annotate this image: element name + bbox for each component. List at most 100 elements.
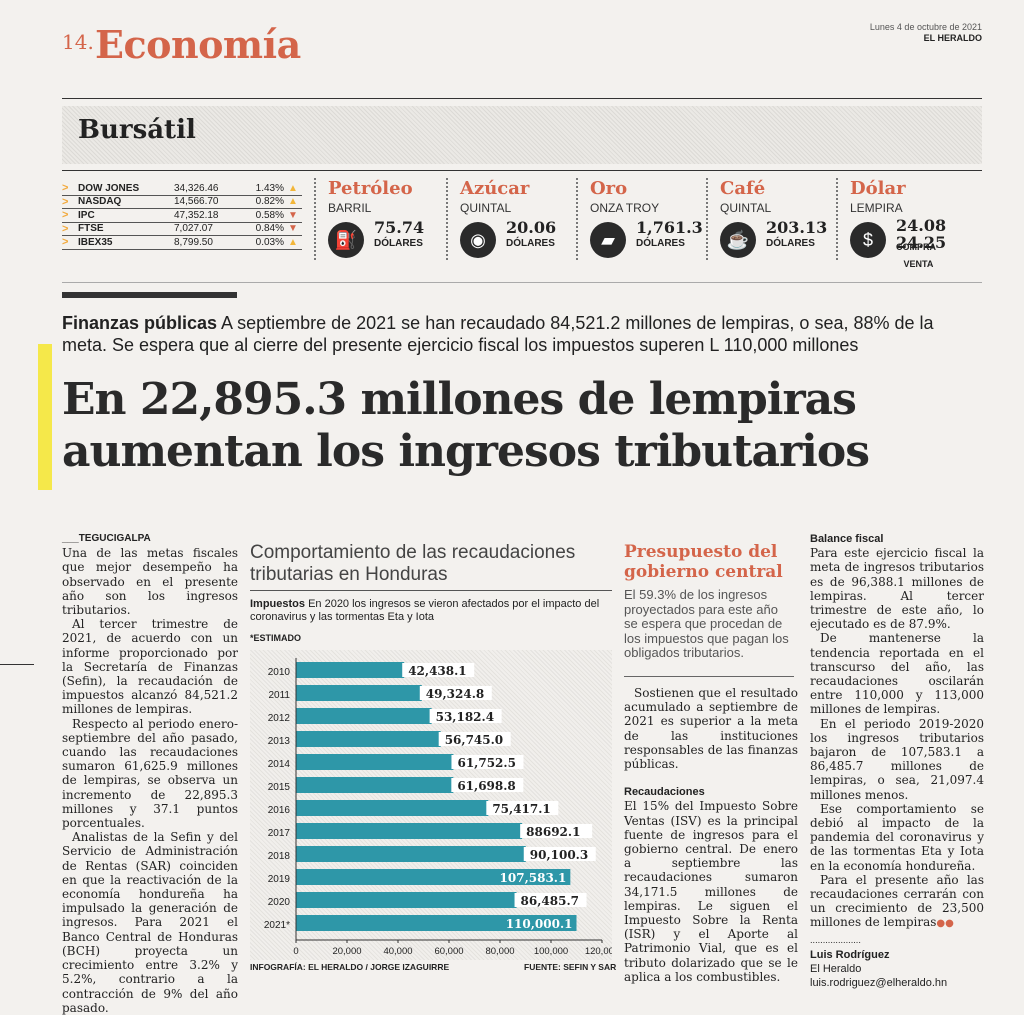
divider bbox=[62, 282, 982, 283]
commodity-currency: DÓLARES bbox=[374, 238, 423, 249]
exchange-buy: 24.08 COMPRA bbox=[896, 216, 966, 254]
index-change: 0.03% bbox=[255, 236, 284, 248]
y-tick-label: 2010 bbox=[268, 667, 291, 678]
bar bbox=[296, 731, 441, 747]
index-change: 0.82% bbox=[255, 196, 284, 208]
data-label: 88692.1 bbox=[526, 825, 580, 839]
paragraph: El 15% del Impuesto Sobre Ventas (ISV) e… bbox=[624, 799, 798, 984]
chart-subtitle-text: En 2020 los ingresos se vieron afectados… bbox=[250, 598, 600, 623]
index-row: > FTSE 7,027.07 0.84% ▼ bbox=[62, 223, 302, 236]
index-value: 47,352.18 bbox=[174, 209, 219, 221]
commodity-price: 20.06 bbox=[506, 218, 557, 237]
y-tick-label: 2019 bbox=[268, 874, 291, 885]
end-mark: ●● bbox=[936, 918, 954, 930]
subhead-balance-fiscal: Balance fiscal bbox=[810, 533, 884, 545]
sell-label: VENTA bbox=[896, 259, 934, 269]
commodity-name: Azúcar bbox=[460, 178, 530, 199]
data-label: 61,698.8 bbox=[457, 779, 515, 793]
article-headline: En 22,895.3 millones de lempiras aumenta… bbox=[62, 374, 870, 477]
index-value: 14,566.70 bbox=[174, 196, 219, 208]
chart-subtitle-label: Impuestos bbox=[250, 598, 306, 610]
triangle-up-icon: ▲ bbox=[288, 196, 298, 208]
index-value: 8,799.50 bbox=[174, 236, 213, 248]
data-label: 110,000.1 bbox=[506, 917, 573, 931]
paragraph: De mantenerse la tendencia reportada en … bbox=[810, 631, 984, 717]
commodity-price: 203.13 bbox=[766, 218, 828, 237]
triangle-down-icon: ▼ bbox=[288, 209, 298, 221]
paragraph: Para el presente año las recaudaciones c… bbox=[810, 872, 984, 930]
index-name: IPC bbox=[78, 209, 95, 221]
commodity-1: Petróleo BARRIL ⛽ 75.74 DÓLARES bbox=[314, 178, 444, 260]
commodity-name: Oro bbox=[590, 178, 628, 199]
stock-index-table: > DOW JONES 34,326.46 1.43% ▲ > NASDAQ 14,566.7… bbox=[62, 182, 302, 250]
article-column-4: Balance fiscal Para este ejercicio fisca… bbox=[810, 532, 984, 991]
data-label-bg bbox=[523, 847, 596, 861]
article-column-1: ___TEGUCIGALPA Una de las metas fiscales… bbox=[62, 532, 238, 1015]
data-label-bg bbox=[438, 732, 511, 746]
data-label: 49,324.8 bbox=[426, 687, 484, 701]
oil-can-icon: ⛽ bbox=[328, 222, 364, 258]
bar bbox=[296, 754, 454, 770]
commodity-unit: ONZA TROY bbox=[590, 201, 660, 215]
data-label-bg bbox=[429, 709, 502, 723]
sell-rate: 24.25 bbox=[896, 233, 947, 252]
triangle-up-icon: ▲ bbox=[288, 236, 298, 248]
commodity-name: Petróleo bbox=[328, 178, 413, 199]
x-tick-label: 20,000 bbox=[332, 946, 361, 957]
data-label: 86,485.7 bbox=[521, 894, 579, 908]
x-tick-label: 80,000 bbox=[485, 946, 514, 957]
author-email[interactable]: luis.rodriguez@elheraldo.hn bbox=[810, 977, 948, 990]
y-tick-label: 2015 bbox=[268, 782, 291, 793]
bursatil-band bbox=[62, 106, 982, 164]
data-label: 56,745.0 bbox=[445, 733, 503, 747]
bullet-arrow-icon: > bbox=[62, 209, 69, 222]
x-tick-label: 100,000 bbox=[534, 946, 568, 957]
section-number: 14. bbox=[62, 30, 94, 54]
exchange-sell: 24.25 VENTA bbox=[896, 233, 966, 271]
bullet-arrow-icon: > bbox=[62, 182, 69, 195]
data-label-bg bbox=[486, 801, 559, 815]
newspaper-name: EL HERALDO bbox=[923, 33, 982, 43]
coffee-beans-icon: ☕ bbox=[720, 222, 756, 258]
sidebar-text: El 59.3% de los ingresos proyectados par… bbox=[624, 587, 789, 660]
index-row: > NASDAQ 14,566.70 0.82% ▲ bbox=[62, 196, 302, 209]
commodity-price: 75.74 bbox=[374, 218, 425, 237]
commodity-name: Café bbox=[720, 178, 766, 199]
chart-subtitle: Impuestos En 2020 los ingresos se vieron… bbox=[250, 598, 612, 624]
x-tick-label: 60,000 bbox=[434, 946, 463, 957]
paragraph: Ese comportamiento se debió al impacto d… bbox=[810, 801, 984, 873]
author-outlet: El Heraldo bbox=[810, 963, 862, 976]
paragraph: En el periodo 2019-2020 los ingresos tri… bbox=[810, 716, 984, 802]
index-value: 34,326.46 bbox=[174, 182, 219, 194]
y-tick-label: 2021* bbox=[264, 920, 290, 931]
section-bar bbox=[62, 292, 237, 298]
divider bbox=[62, 98, 982, 99]
index-name: IBEX35 bbox=[78, 236, 113, 248]
data-label-bg bbox=[451, 755, 524, 769]
paragraph: Respecto al periodo enero-septiembre del… bbox=[62, 716, 238, 831]
paragraph: Analistas de la Sefin y del Servicio de … bbox=[62, 830, 238, 1015]
index-change: 0.84% bbox=[255, 223, 284, 235]
bar bbox=[296, 777, 454, 793]
commodity-5: Dólar LEMPIRA $24.08 COMPRA 24.25 VENTA bbox=[836, 178, 966, 269]
kicker-text: A septiembre de 2021 se han recaudado 84… bbox=[62, 313, 934, 355]
subhead-recaudaciones: Recaudaciones bbox=[624, 786, 705, 799]
commodity-currency: DÓLARES bbox=[766, 238, 815, 249]
paragraph: Una de las metas fiscales que mejor dese… bbox=[62, 546, 238, 618]
tax-revenue-bar-chart: 2010 42,438.1 2011 49,324.8 2012 53,182.4 2013… bbox=[264, 658, 612, 957]
index-name: NASDAQ bbox=[78, 196, 122, 208]
highlight-mark bbox=[38, 344, 52, 490]
y-tick-label: 2012 bbox=[268, 713, 291, 724]
triangle-down-icon: ▼ bbox=[288, 223, 298, 235]
data-label-bg bbox=[514, 893, 587, 907]
bar bbox=[296, 800, 489, 816]
y-tick-label: 2020 bbox=[268, 897, 291, 908]
divider bbox=[62, 170, 982, 171]
buy-label: COMPRA bbox=[896, 242, 936, 252]
author-separator: .................... bbox=[810, 935, 861, 945]
data-label: 61,752.5 bbox=[457, 756, 515, 770]
data-label-bg bbox=[451, 778, 524, 792]
article-kicker: Finanzas públicas A septiembre de 2021 s… bbox=[62, 312, 962, 356]
data-label-bg bbox=[402, 663, 475, 677]
paragraph: Sostienen que el resultado acumulado a s… bbox=[624, 686, 798, 772]
